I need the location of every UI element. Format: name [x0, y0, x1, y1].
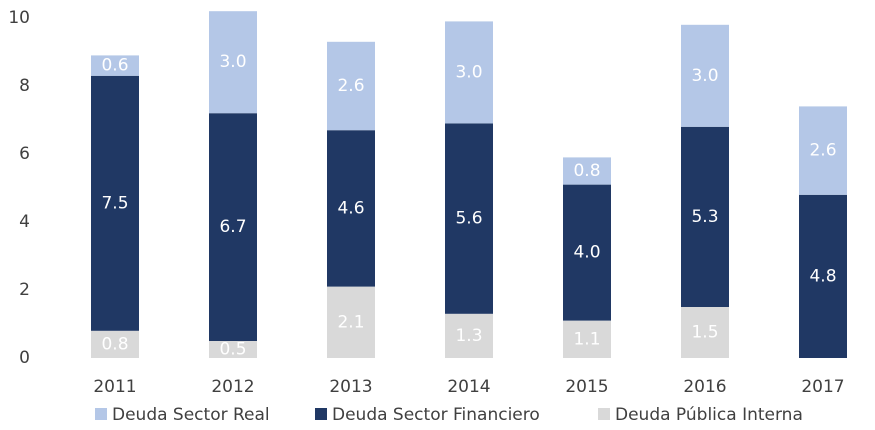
value-label: 0.5 [219, 340, 246, 360]
legend-swatch [315, 408, 327, 420]
value-label: 2.6 [809, 141, 836, 161]
legend-label: Deuda Pública Interna [615, 405, 803, 425]
value-label: 7.5 [101, 193, 128, 213]
legend-label: Deuda Sector Financiero [332, 405, 540, 425]
bar-segment [799, 106, 847, 195]
value-label: 3.0 [691, 66, 718, 86]
bar-segment [327, 130, 375, 287]
legend-label: Deuda Sector Real [112, 405, 270, 425]
bar-segment [563, 184, 611, 321]
bar-segment [681, 126, 729, 307]
value-label: 2.6 [337, 76, 364, 96]
y-tick-label: 10 [8, 8, 30, 28]
value-label: 1.1 [573, 329, 600, 349]
bar-segment [681, 24, 729, 127]
bar-segment [91, 55, 139, 76]
x-tick-label: 2015 [565, 377, 608, 397]
bar-segment [209, 113, 257, 341]
bar-segment [445, 313, 493, 358]
value-label: 5.3 [691, 207, 718, 227]
bar-segment [327, 41, 375, 131]
value-label: 5.6 [455, 209, 482, 229]
value-label: 0.6 [101, 56, 128, 76]
legend-swatch [95, 408, 107, 420]
value-label: 6.7 [219, 217, 246, 237]
value-label: 1.5 [691, 323, 718, 343]
bar-segment [91, 75, 139, 331]
value-label: 4.6 [337, 198, 364, 218]
y-tick-label: 2 [19, 280, 30, 300]
bar-segment [563, 320, 611, 358]
y-tick-label: 6 [19, 144, 30, 164]
bar-segment [445, 21, 493, 124]
bar-segment [209, 341, 257, 358]
value-label: 1.3 [455, 326, 482, 346]
bar-segment [91, 330, 139, 358]
y-tick-label: 8 [19, 76, 30, 96]
x-tick-label: 2014 [447, 377, 490, 397]
x-tick-label: 2017 [801, 377, 844, 397]
value-label: 3.0 [455, 62, 482, 82]
bar-segment [327, 286, 375, 358]
bar-segment [799, 194, 847, 358]
value-label: 0.8 [101, 334, 128, 354]
bar-segment [681, 307, 729, 358]
value-label: 0.8 [573, 161, 600, 181]
legend-swatch [598, 408, 610, 420]
value-label: 2.1 [337, 312, 364, 332]
value-label: 3.0 [219, 52, 246, 72]
value-label: 4.8 [809, 266, 836, 286]
y-tick-label: 4 [19, 212, 30, 232]
bar-segment [563, 157, 611, 185]
x-tick-label: 2012 [211, 377, 254, 397]
y-tick-label: 0 [19, 348, 30, 368]
bar-segment [445, 123, 493, 314]
bar-segment [209, 11, 257, 114]
x-tick-label: 2016 [683, 377, 726, 397]
x-tick-label: 2013 [329, 377, 372, 397]
x-tick-label: 2011 [93, 377, 136, 397]
value-label: 4.0 [573, 243, 600, 263]
